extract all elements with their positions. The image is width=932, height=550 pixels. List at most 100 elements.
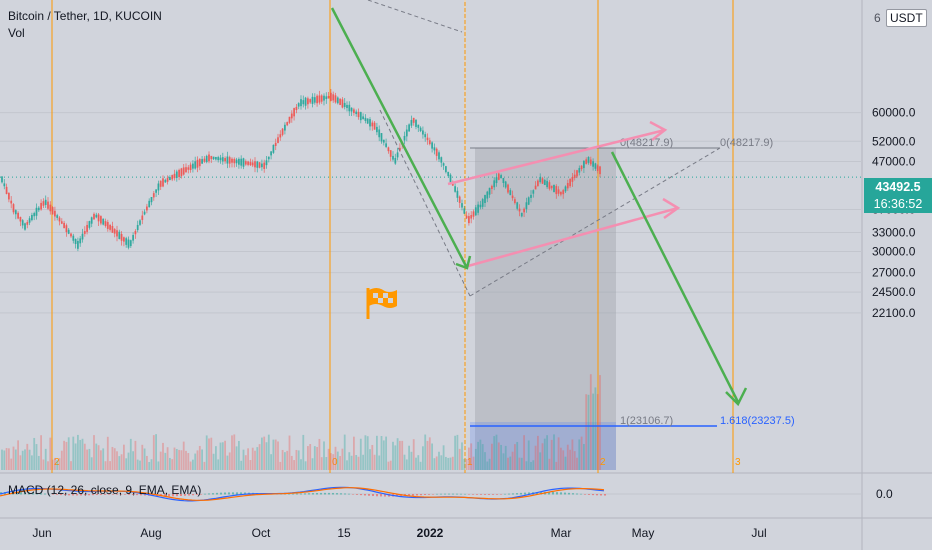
candle-body: [256, 161, 259, 168]
candle-body: [86, 224, 88, 232]
volume-bar: [198, 445, 201, 470]
candle-body: [348, 104, 351, 112]
candle-body: [88, 221, 91, 228]
volume-bar: [265, 442, 268, 470]
volume-bar: [164, 452, 167, 470]
macd-histogram-bar: [352, 494, 354, 495]
volume-bar: [37, 455, 40, 470]
macd-histogram-bar: [456, 493, 458, 495]
volume-bar: [428, 437, 431, 470]
candle-body: [387, 147, 390, 152]
candle-body: [14, 210, 17, 215]
candle-body: [201, 159, 203, 164]
macd-histogram-bar: [496, 494, 498, 495]
candle-body: [81, 233, 84, 240]
candle-body: [454, 186, 456, 192]
candle-body: [327, 95, 330, 99]
candle-body: [159, 180, 162, 187]
macd-histogram-bar: [52, 494, 54, 495]
volume-bar: [247, 448, 249, 470]
projected-drop-arrow[interactable]: [610, 151, 740, 403]
fib-volume-box: [470, 422, 616, 470]
candle-body: [497, 173, 500, 180]
volume-bar: [431, 443, 433, 470]
candle-body: [396, 152, 399, 158]
downtrend-arrowhead: [455, 255, 472, 270]
macd-histogram-bar: [320, 492, 322, 495]
candle-body: [479, 204, 482, 208]
macd-histogram-bar: [296, 493, 298, 495]
volume-bar: [116, 451, 118, 470]
volume-bar: [254, 450, 256, 470]
volume-bar: [143, 448, 146, 470]
price-tick-label: 60000.0: [872, 106, 916, 120]
fib-level-0-left-label: 0(48217.9): [620, 137, 673, 149]
volume-bar: [525, 461, 528, 470]
macd-histogram-bar: [28, 492, 30, 495]
candle-body: [235, 159, 238, 164]
candle-body: [19, 216, 22, 222]
macd-histogram-bar: [324, 492, 326, 495]
candle-body: [491, 185, 493, 190]
volume-bar: [267, 434, 270, 470]
volume-bar: [463, 458, 466, 470]
candle-body: [330, 92, 332, 101]
volume-bar: [470, 443, 473, 470]
candle-body: [596, 165, 599, 171]
volume-bar: [472, 456, 475, 470]
macd-histogram-bar: [548, 491, 550, 495]
volume-bar: [251, 447, 254, 470]
volume-bar: [341, 448, 344, 470]
macd-histogram-bar: [288, 493, 290, 495]
candle-body: [442, 163, 445, 166]
macd-histogram-bar: [364, 494, 366, 496]
volume-legend[interactable]: Vol: [8, 26, 25, 40]
volume-bar: [302, 434, 305, 470]
macd-histogram-bar: [100, 494, 102, 495]
volume-bar: [277, 441, 279, 470]
candle-body: [33, 213, 36, 217]
candle-body: [502, 178, 505, 183]
volume-bar: [454, 435, 456, 470]
volume-bar: [405, 459, 408, 470]
candle-body: [226, 156, 229, 164]
candle-body: [362, 116, 364, 120]
volume-bar: [152, 435, 155, 470]
candle-body: [208, 154, 210, 162]
macd-legend[interactable]: MACD (12, 26, close, 9, EMA, EMA): [8, 483, 202, 497]
channel-lower-line[interactable]: [467, 206, 679, 268]
macd-histogram-bar: [224, 492, 226, 495]
macd-histogram-bar: [24, 492, 26, 495]
volume-bar: [86, 449, 88, 470]
symbol-title[interactable]: Bitcoin / Tether, 1D, KUCOIN: [8, 9, 162, 23]
macd-histogram-bar: [568, 492, 570, 495]
candle-body: [150, 197, 153, 203]
candle-body: [56, 215, 59, 218]
candle-body: [578, 168, 581, 173]
downtrend-arrow-line[interactable]: [330, 7, 469, 269]
volume-bar: [318, 438, 321, 470]
macd-histogram-bar: [16, 491, 18, 495]
candle-body: [12, 204, 15, 213]
macd-histogram-bar: [244, 492, 246, 495]
channel-upper-line[interactable]: [447, 128, 666, 186]
volume-bar: [311, 458, 314, 470]
candle-body: [97, 214, 100, 222]
volume-bar: [58, 458, 61, 470]
macd-histogram-bar: [84, 494, 86, 496]
price-tick-label: 52000.0: [872, 134, 916, 148]
candle-body: [592, 161, 594, 167]
candle-body: [258, 162, 261, 168]
volume-bar: [24, 449, 26, 470]
candle-body: [175, 171, 178, 178]
macd-histogram-bar: [460, 493, 462, 495]
volume-bar: [507, 457, 509, 470]
currency-label[interactable]: USDT: [886, 9, 927, 27]
candle-body: [205, 155, 208, 163]
dashed-line-top[interactable]: [367, 0, 463, 33]
candle-body: [136, 224, 139, 231]
volume-bar: [33, 437, 36, 470]
candle-body: [198, 158, 201, 167]
volume-bar: [44, 448, 47, 470]
